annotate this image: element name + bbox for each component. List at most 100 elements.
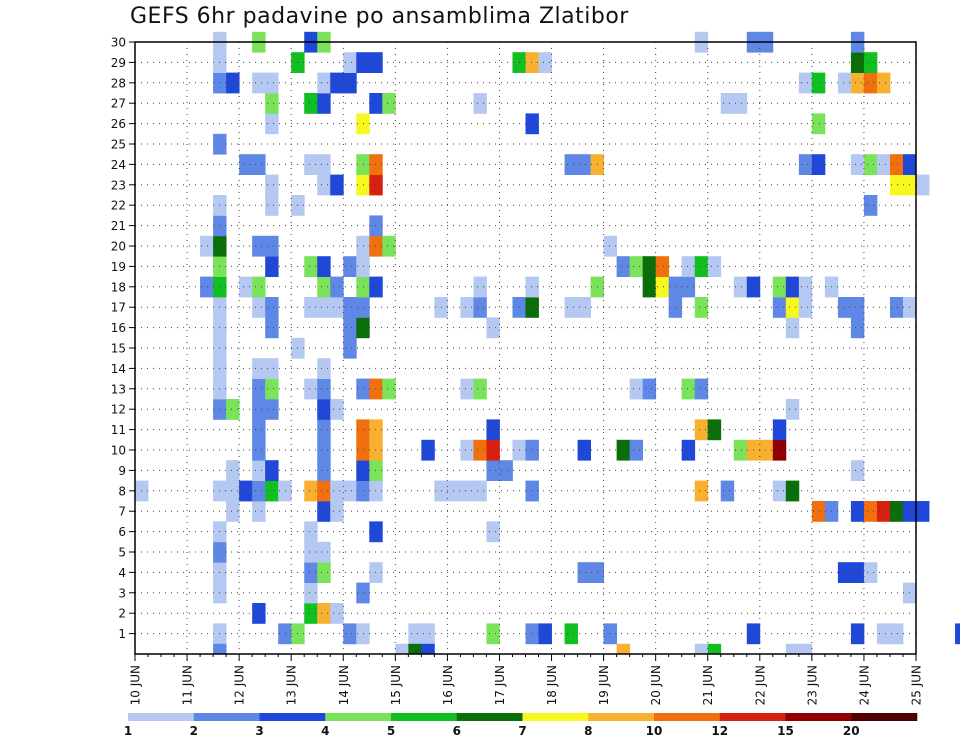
- heatmap-cell: [265, 195, 279, 216]
- heatmap-cell: [304, 378, 318, 400]
- heatmap-cell: [265, 378, 279, 400]
- heatmap-cell: [369, 93, 383, 114]
- heatmap-cell: [252, 501, 266, 522]
- colorbar-swatch: [785, 713, 852, 721]
- heatmap-cell: [850, 460, 865, 481]
- heatmap-cell: [356, 235, 370, 257]
- y-tick-label: 11: [111, 423, 126, 437]
- heatmap-cell: [850, 501, 865, 522]
- x-tick-label: 23 JUN: [805, 665, 819, 705]
- heatmap-cell: [408, 623, 422, 645]
- heatmap-cell: [265, 174, 279, 196]
- heatmap-cell: [369, 378, 383, 400]
- heatmap-cell: [850, 562, 865, 583]
- colorbar-label: 15: [777, 724, 794, 738]
- heatmap-cell: [304, 521, 318, 543]
- heatmap-cell: [265, 297, 279, 318]
- heatmap-cell: [226, 399, 240, 420]
- heatmap-cell: [876, 154, 891, 175]
- heatmap-cell: [889, 623, 904, 645]
- heatmap-cell: [577, 439, 591, 461]
- x-tick-label: 17 JUN: [493, 665, 507, 705]
- heatmap-cell: [473, 378, 487, 400]
- heatmap-cell: [265, 113, 279, 135]
- heatmap-cell: [486, 521, 500, 543]
- heatmap-cell: [200, 276, 214, 298]
- heatmap-cell: [369, 521, 383, 543]
- y-tick-label: 9: [118, 464, 126, 478]
- heatmap-cell: [733, 93, 748, 114]
- heatmap-cell: [252, 439, 266, 461]
- y-tick-label: 12: [111, 403, 126, 417]
- heatmap-cell: [694, 480, 709, 502]
- heatmap-cell: [330, 399, 344, 420]
- heatmap-cell: [317, 256, 331, 277]
- heatmap-cell: [798, 643, 813, 654]
- heatmap-cell: [356, 276, 370, 298]
- heatmap-cell: [889, 501, 904, 522]
- colorbar-swatch: [719, 713, 786, 721]
- heatmap-cell: [213, 643, 227, 654]
- heatmap-cell: [707, 256, 722, 277]
- colorbar-swatch: [654, 713, 721, 721]
- heatmap-cell: [252, 480, 266, 502]
- colorbar-swatch: [193, 713, 260, 721]
- y-tick-label: 6: [118, 525, 126, 539]
- heatmap-cell: [317, 603, 331, 624]
- heatmap-cell: [382, 378, 396, 400]
- heatmap-cell: [525, 52, 539, 73]
- heatmap-cell: [265, 480, 279, 502]
- heatmap-cell: [239, 154, 253, 175]
- heatmap-cell: [356, 439, 370, 461]
- heatmap-cell: [694, 419, 709, 441]
- y-tick-label: 20: [111, 240, 126, 254]
- x-tick-label: 12 JUN: [233, 665, 247, 705]
- heatmap-cell: [811, 113, 826, 135]
- colorbar-label: 10: [646, 724, 663, 738]
- heatmap-cell: [785, 399, 800, 420]
- heatmap-cell: [356, 154, 370, 175]
- heatmap-cell: [486, 623, 500, 645]
- heatmap-cell: [616, 256, 631, 277]
- heatmap-cell: [369, 215, 383, 237]
- heatmap-cell: [785, 276, 800, 298]
- heatmap-cell: [304, 480, 318, 502]
- heatmap-cell: [265, 93, 279, 114]
- y-tick-label: 25: [111, 138, 126, 152]
- x-tick-label: 16 JUN: [441, 665, 455, 705]
- y-tick-label: 10: [111, 444, 126, 458]
- heatmap-cell: [694, 378, 709, 400]
- heatmap-cell: [317, 297, 331, 318]
- heatmap-cell: [811, 501, 826, 522]
- heatmap-cell: [772, 276, 787, 298]
- colorbar-swatch: [588, 713, 655, 721]
- heatmap-cell: [577, 154, 591, 175]
- heatmap-cell: [460, 297, 474, 318]
- x-tick-label: 15 JUN: [389, 665, 403, 705]
- colorbar-label: 5: [387, 724, 395, 738]
- heatmap-cell: [733, 439, 748, 461]
- heatmap-cell: [798, 72, 813, 94]
- colorbar-label: 2: [190, 724, 198, 738]
- y-tick-label: 18: [111, 280, 126, 294]
- heatmap-cell: [798, 276, 813, 298]
- heatmap-cell: [278, 623, 292, 645]
- heatmap-cell: [681, 256, 696, 277]
- heatmap-cell: [317, 501, 331, 522]
- heatmap-cell: [486, 419, 500, 441]
- heatmap-cell: [733, 276, 748, 298]
- heatmap-cell: [317, 93, 331, 114]
- heatmap-cell: [720, 480, 735, 502]
- heatmap-cell: [538, 623, 552, 645]
- heatmap-cell: [850, 623, 865, 645]
- heatmap-cell: [538, 52, 552, 73]
- heatmap-cell: [369, 276, 383, 298]
- heatmap-cell: [330, 174, 344, 196]
- heatmap-cell: [837, 562, 852, 583]
- heatmap-cell: [304, 256, 318, 277]
- heatmap-cell: [525, 113, 539, 135]
- heatmap-cell: [486, 317, 500, 339]
- heatmap-cell: [876, 72, 891, 94]
- heatmap-cell: [343, 317, 357, 339]
- colorbar-swatch: [391, 713, 458, 721]
